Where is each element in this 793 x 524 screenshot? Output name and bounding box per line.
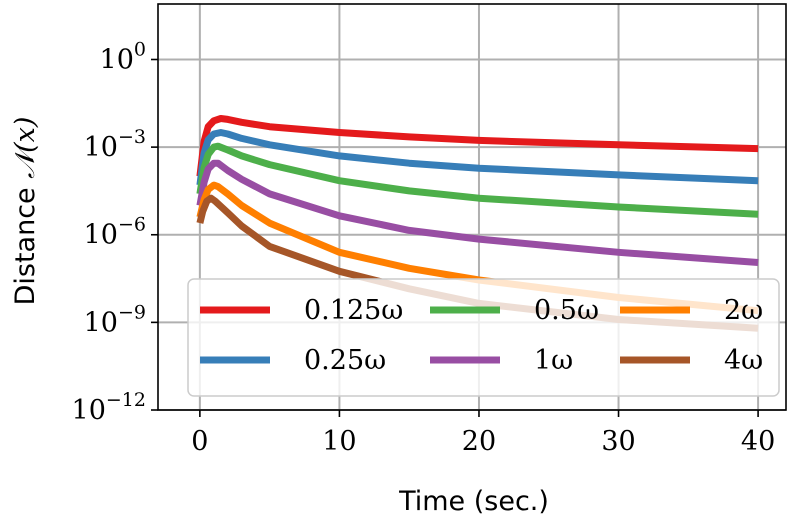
x-axis-label: Time (sec.) — [398, 486, 549, 517]
series-line-3 — [196, 159, 759, 266]
series-line-1 — [196, 129, 759, 186]
y-tick-label: 10−3 — [84, 126, 146, 163]
legend-label: 1ω — [534, 345, 573, 376]
series-layer — [196, 115, 759, 332]
x-tick-label: 30 — [601, 426, 635, 457]
x-tick-label: 10 — [322, 426, 356, 457]
legend-label: 0.25ω — [304, 345, 386, 376]
legend-label: 4ω — [724, 345, 763, 376]
y-axis-label-math: 𝒩(𝑥) — [10, 117, 41, 179]
y-tick-label: 10−6 — [84, 214, 146, 251]
y-axis-ticks: 100 10−3 10−6 10−9 10−12 — [72, 38, 158, 426]
legend-label: 2ω — [724, 295, 763, 326]
plot-frame — [157, 3, 787, 411]
y-tick-label: 10−9 — [84, 301, 146, 338]
legend-label: 0.5ω — [534, 295, 599, 326]
y-tick-label: 100 — [100, 38, 146, 75]
y-axis-label: Distance 𝒩(𝑥) — [10, 117, 41, 306]
x-tick-label: 40 — [741, 426, 775, 457]
series-line-2 — [196, 142, 759, 218]
y-axis-label-prefix: Distance — [10, 179, 41, 306]
legend: 0.125ω 0.25ω 0.5ω 1ω 2ω 4ω — [187, 278, 780, 397]
x-axis-ticks: 0 10 20 30 40 — [191, 410, 775, 457]
x-tick-label: 20 — [462, 426, 496, 457]
x-tick-label: 0 — [191, 426, 208, 457]
legend-box — [187, 278, 780, 397]
legend-label: 0.125ω — [304, 295, 403, 326]
series-line-0 — [196, 115, 759, 177]
y-tick-label: 10−12 — [72, 389, 146, 426]
